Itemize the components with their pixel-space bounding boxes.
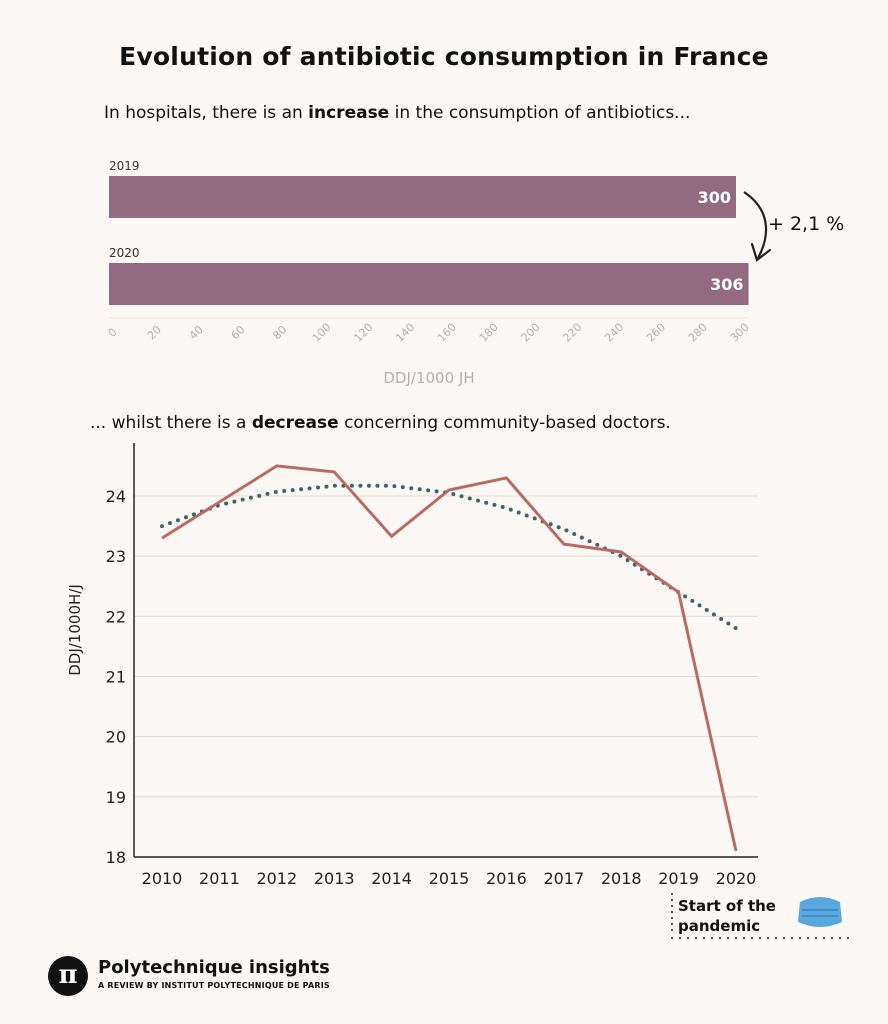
bar-category-label: 2020 — [109, 246, 140, 260]
community-subtitle: ... whilst there is a decrease concernin… — [90, 413, 671, 433]
x-tick-label: 160 — [435, 321, 459, 345]
polytechnique-logo-icon: π — [48, 956, 88, 996]
y-tick-label: 19 — [106, 788, 126, 807]
brand-name: Polytechnique insights — [98, 957, 330, 978]
pandemic-label-line1: Start of the — [678, 897, 776, 915]
x-tick-label: 2020 — [716, 869, 757, 888]
brand-tagline: A REVIEW BY INSTITUT POLYTECHNIQUE DE PA… — [98, 981, 330, 990]
arrow-head-icon — [750, 242, 772, 262]
x-axis-title: DDJ/1000 JH — [383, 369, 474, 387]
y-tick-label: 20 — [106, 728, 126, 747]
x-tick-label: 2011 — [199, 869, 240, 888]
x-tick-label: 300 — [728, 321, 752, 345]
x-tick-label: 240 — [602, 321, 626, 345]
bar — [109, 263, 749, 305]
y-tick-label: 23 — [106, 547, 126, 566]
y-tick-label: 21 — [106, 668, 126, 687]
subtitle-emphasis: increase — [308, 103, 390, 123]
y-tick-label: 22 — [106, 607, 126, 626]
y-tick-label: 18 — [106, 848, 126, 867]
bar — [109, 176, 736, 218]
x-tick-label: 40 — [187, 323, 206, 342]
y-tick-label: 24 — [106, 487, 126, 506]
x-tick-label: 2013 — [314, 869, 355, 888]
pandemic-label-line2: pandemic — [678, 917, 761, 935]
x-tick-label: 280 — [686, 321, 710, 345]
subtitle-text: In hospitals, there is an — [104, 103, 309, 123]
community-line-chart: 18 19 20 21 22 23 24 2010 2011 2012 2013 2014 2015 20… — [66, 443, 758, 888]
subtitle-text: ... whilst there is a — [90, 413, 252, 433]
x-tick-label: 2018 — [601, 869, 642, 888]
x-tick-label: 2015 — [429, 869, 470, 888]
curved-arrow-icon — [743, 191, 768, 259]
x-tick-label: 2010 — [142, 869, 183, 888]
subtitle-text: in the consumption of antibiotics... — [389, 103, 691, 123]
x-tick-label: 2019 — [658, 869, 699, 888]
x-tick-label: 0 — [106, 326, 120, 340]
x-tick-label: 2014 — [371, 869, 412, 888]
subtitle-emphasis: decrease — [251, 413, 339, 433]
pandemic-annotation: Start of the pandemic — [678, 896, 776, 936]
face-mask-icon — [798, 897, 842, 927]
hospital-bar-chart: 2019 300 2020 306 0 20 40 60 80 100 120 140 160 180 20… — [106, 159, 752, 387]
x-tick-label: 2016 — [486, 869, 527, 888]
x-tick-label: 200 — [519, 321, 543, 345]
bar-category-label: 2019 — [109, 159, 140, 173]
subtitle-text: concerning community-based doctors. — [338, 413, 671, 433]
x-tick-label: 80 — [270, 323, 289, 342]
y-axis-title: DDJ/1000H/J — [66, 584, 84, 676]
annotations: + 2,1 % — [671, 191, 856, 939]
x-tick-label: 140 — [393, 321, 417, 345]
bar-value-label: 306 — [710, 275, 743, 294]
page-title: Evolution of antibiotic consumption in F… — [119, 42, 769, 71]
percent-change-label: + 2,1 % — [768, 213, 844, 235]
x-tick-label: 2012 — [256, 869, 297, 888]
x-tick-label: 180 — [477, 321, 501, 345]
bar-value-label: 300 — [698, 188, 731, 207]
mask-body — [798, 897, 842, 927]
hospital-subtitle: In hospitals, there is an increase in th… — [104, 103, 690, 123]
x-tick-label: 2017 — [543, 869, 584, 888]
consumption-series-line — [161, 464, 738, 852]
x-tick-label: 20 — [145, 323, 164, 342]
x-tick-label: 220 — [560, 321, 584, 345]
trend-series-line — [160, 483, 738, 631]
x-tick-label: 260 — [644, 321, 668, 345]
x-tick-label: 100 — [310, 321, 334, 345]
x-tick-label: 60 — [229, 323, 248, 342]
x-tick-label: 120 — [351, 321, 375, 345]
